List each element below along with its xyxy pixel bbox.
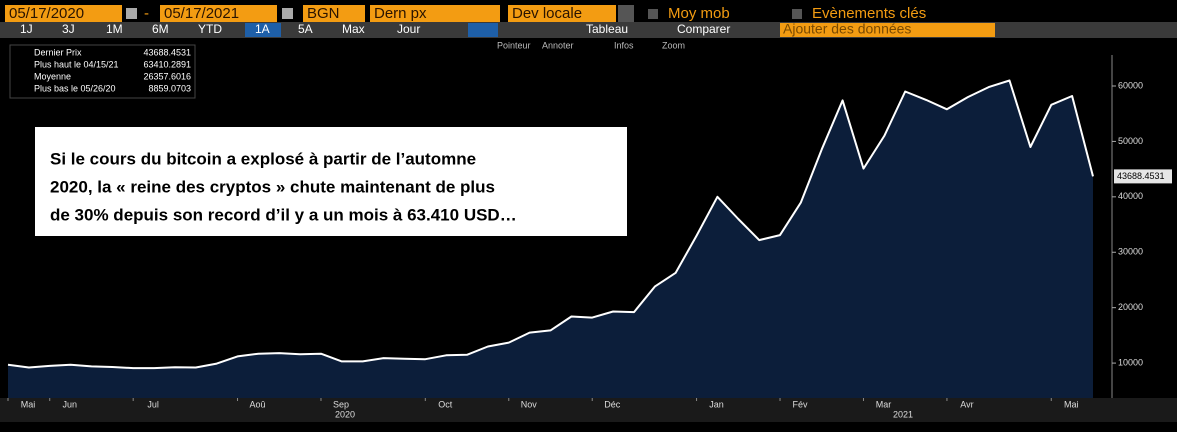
legend-value: 43688.4531 [143,47,191,57]
price-line [7,79,1094,370]
x-tick-label: Fév [793,399,809,409]
table-button[interactable]: Tableau [586,22,628,36]
x-tick-label: Avr [960,399,973,409]
last-price-label: 43688.4531 [1117,171,1165,181]
chart-tool: Zoom [662,40,685,50]
period-button[interactable]: 1M [106,22,123,36]
x-tick-label: Oct [438,399,453,409]
currency: Dev locale [512,5,582,22]
period-button[interactable]: YTD [198,22,222,36]
legend-label: Plus haut le 04/15/21 [34,59,119,69]
legend-label: Plus bas le 05/26/20 [34,83,116,93]
legend-value: 63410.2891 [143,59,191,69]
last-price-box [1114,169,1172,184]
market-input[interactable] [303,5,365,22]
add-data: Ajouter des données [783,21,911,37]
start-date: 05/17/2020 [9,5,84,22]
calendar-icon[interactable] [126,8,137,19]
calendar-icon[interactable] [282,8,293,19]
x-tick-label: Déc [604,399,621,409]
chart-tool: Annoter [542,40,574,50]
frequency[interactable]: Jour [397,22,420,36]
legend-value: 8859.0703 [148,83,191,93]
checkbox[interactable] [792,9,802,19]
legend-box [9,44,196,99]
y-tick-label: 50000 [1118,136,1143,146]
area [8,80,1093,398]
chart-type-button[interactable] [468,23,498,37]
end-date: 05/17/2021 [164,5,239,22]
x-tick-label: Mai [1064,399,1079,409]
legend-value: 26357.6016 [143,71,191,81]
checkbox[interactable] [648,9,658,19]
year-label: 2021 [893,409,913,419]
annotation-line: Si le cours du bitcoin a explosé à parti… [50,149,476,168]
period-button[interactable]: 3J [62,22,75,36]
y-tick-label: 60000 [1118,80,1143,90]
annotation-box [35,127,627,236]
x-tick-label: Jan [709,399,724,409]
x-tick-label: Jul [147,399,159,409]
annotation-line: de 30% depuis son record d’il y a un moi… [50,205,517,224]
x-tick-label: Mai [21,399,36,409]
x-tick-label: Jun [62,399,77,409]
separator: - [144,5,149,22]
events: Evènements clés [812,5,926,22]
date-input[interactable] [160,5,277,22]
y-tick-label: 20000 [1118,302,1143,312]
moving-avg: Moy mob [668,5,730,22]
dropdown[interactable] [618,5,634,22]
x-tick-label: Sep [333,399,349,409]
active-period [245,23,281,37]
field-input[interactable] [370,5,500,22]
chart-tool: Infos [614,40,634,50]
y-tick-label: 10000 [1118,357,1143,367]
period-button[interactable]: 5A [298,22,313,36]
y-tick-label: 40000 [1118,191,1143,201]
annotation-line: 2020, la « reine des cryptos » chute mai… [50,177,495,196]
period-button[interactable]: 1J [20,22,33,36]
market: BGN [307,5,340,22]
field: Dern px [374,5,427,22]
currency-input[interactable] [508,5,616,22]
date-input[interactable] [5,5,122,22]
add-data-input[interactable] [780,23,995,37]
period-button[interactable]: Max [342,22,365,36]
period-button[interactable]: 6M [152,22,169,36]
x-tick-label: Mar [876,399,892,409]
legend-label: Moyenne [34,71,71,81]
year-label: 2020 [335,409,355,419]
chart-tool: Pointeur [497,40,531,50]
x-tick-label: Aoû [250,399,266,409]
legend-label: Dernier Prix [34,47,82,57]
x-tick-label: Nov [521,399,538,409]
x-axis-bar [0,398,1177,422]
compare-button[interactable]: Comparer [677,22,730,36]
period-button[interactable]: 1A [255,22,270,36]
y-tick-label: 30000 [1118,247,1143,257]
